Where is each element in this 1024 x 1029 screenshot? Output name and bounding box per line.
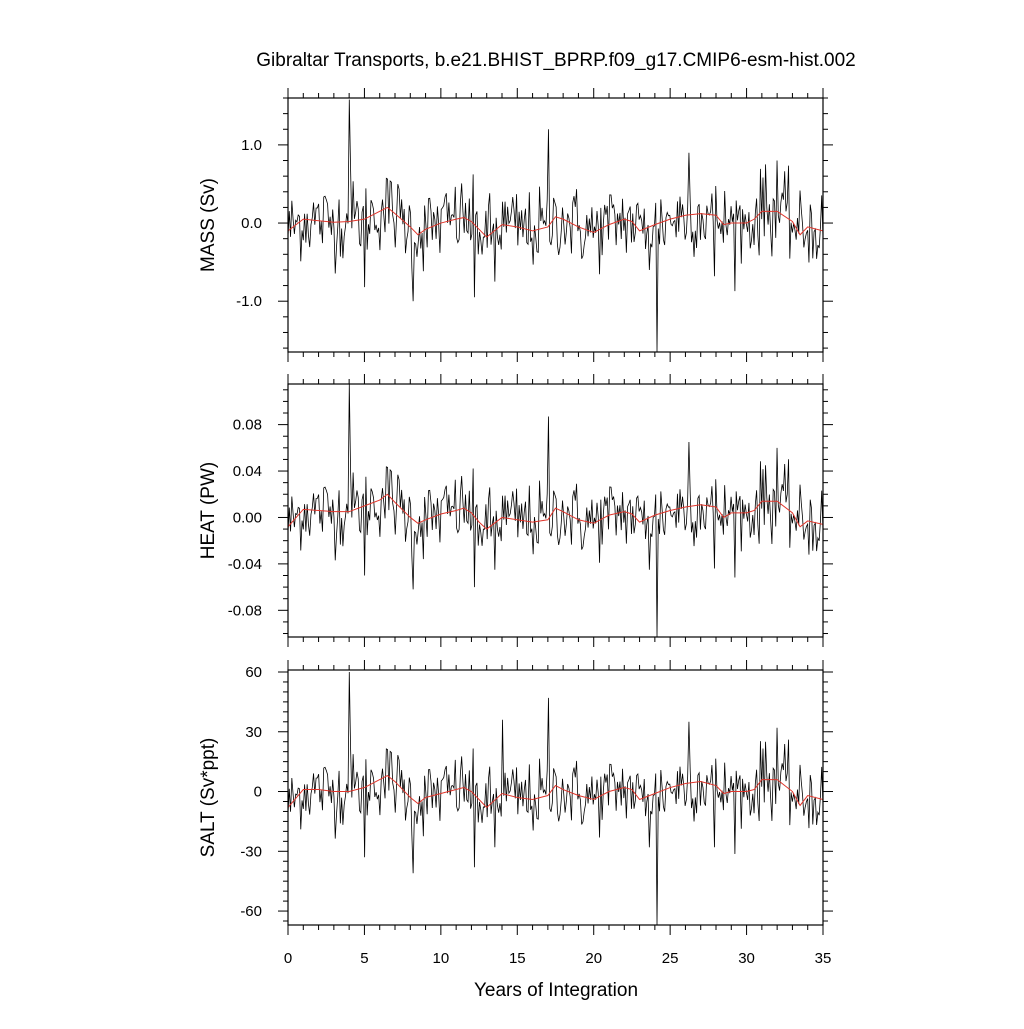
- y-tick-label: 0.08: [233, 417, 262, 434]
- panel-3: -60 -30 0 30 60 0 5 10 15 20 25 30 35 SALT (Sv*ppt): [198, 660, 833, 967]
- y-tick-label: -30: [240, 843, 262, 860]
- series-line-smoothed: [288, 774, 823, 809]
- panel-2: -0.08 -0.04 0.00 0.04 0.08 HEAT (PW): [198, 374, 833, 647]
- x-tick-label: 15: [509, 950, 526, 967]
- y-tick-label: 0.00: [233, 509, 262, 526]
- series-line-raw: [288, 671, 823, 925]
- y-tick-label: 60: [245, 664, 262, 681]
- y-tick-label: 30: [245, 724, 262, 741]
- x-tick-label: 20: [585, 950, 602, 967]
- axis-ticks: [278, 660, 833, 935]
- series-line-raw: [288, 384, 823, 637]
- x-tick-label: 10: [433, 950, 450, 967]
- panel-1: -1.0 0.0 1.0 MASS (Sv): [198, 88, 833, 362]
- x-axis-label: Years of Integration: [474, 980, 638, 1001]
- y-tick-label: -0.08: [228, 602, 262, 619]
- chart-title: Gibraltar Transports, b.e21.BHIST_BPRP.f…: [256, 50, 855, 71]
- y-tick-label: 0.0: [241, 215, 262, 232]
- y-axis-label: MASS (Sv): [198, 178, 219, 272]
- y-tick-label: -0.04: [228, 556, 262, 573]
- axis-ticks: [278, 374, 833, 647]
- y-axis-label: HEAT (PW): [198, 462, 219, 559]
- x-tick-label: 5: [360, 950, 368, 967]
- y-tick-label: 0.04: [233, 463, 262, 480]
- y-tick-label: 0: [254, 784, 262, 801]
- plot-frame: [287, 669, 824, 926]
- y-tick-label: 1.0: [241, 137, 262, 154]
- plot-frame: [287, 383, 824, 638]
- x-tick-label: 25: [662, 950, 679, 967]
- y-tick-label: -60: [240, 903, 262, 920]
- y-axis-label: SALT (Sv*ppt): [198, 738, 219, 858]
- y-tick-label: -1.0: [236, 293, 262, 310]
- series-line-smoothed: [288, 206, 823, 238]
- x-tick-label: 30: [738, 950, 755, 967]
- x-tick-label: 35: [815, 950, 832, 967]
- series-line-smoothed: [288, 493, 823, 530]
- axis-ticks: [278, 88, 833, 362]
- x-tick-label: 0: [284, 950, 292, 967]
- series-line-raw: [288, 99, 823, 352]
- panels: -1.0 0.0 1.0 MASS (Sv) -0.08 -0.04 0.00 0.04 0.0…: [198, 88, 833, 967]
- plot-frame: [287, 97, 824, 353]
